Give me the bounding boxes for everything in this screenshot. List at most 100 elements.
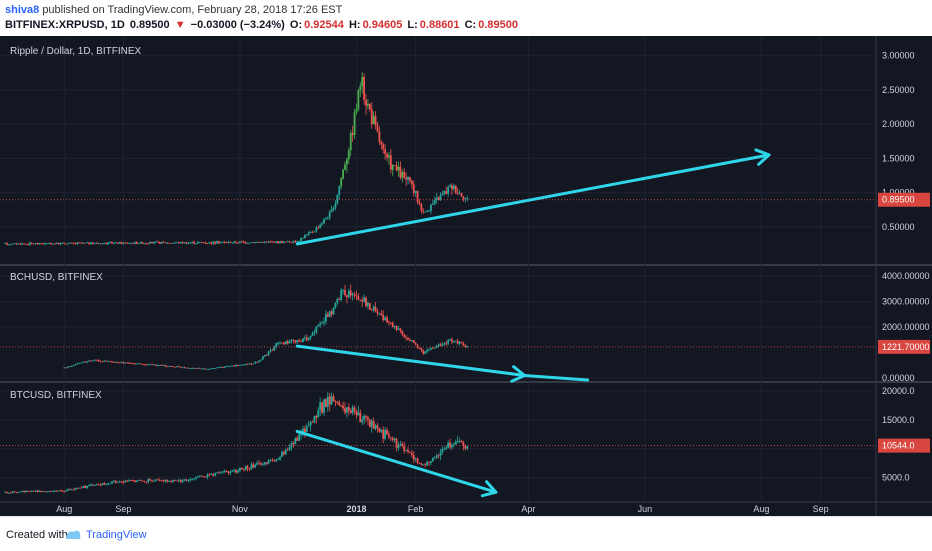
candle [69,366,71,367]
candle [254,242,257,244]
candle [250,464,253,470]
candle [229,365,232,367]
btc-pane-title: BTCUSD, BITFINEX [10,390,102,401]
candle [97,243,100,245]
candle [323,399,325,413]
price-change: −0.03000 (−3.24%) [190,19,285,31]
candle [147,243,150,245]
candle [294,240,297,243]
candle [214,368,217,369]
candle [397,445,400,448]
candle [237,365,239,366]
candle [59,242,62,245]
candle [382,315,385,321]
created-with-text: Created with [6,529,68,541]
candle [19,243,22,245]
candle [372,115,375,125]
candle [97,484,100,486]
candle [198,242,201,243]
candle [44,491,47,493]
candle [153,241,155,244]
candle [263,241,266,243]
candle [198,367,201,369]
candle [430,347,432,350]
candle [464,345,467,348]
candle [229,241,232,243]
candle [239,467,241,471]
candle [447,187,450,194]
candle [160,365,163,366]
candle [244,364,247,365]
candle [393,165,396,166]
candle [105,484,108,485]
candle [466,198,469,200]
candle [151,242,153,244]
candle [156,241,159,243]
candle [384,317,387,321]
candle [154,364,157,366]
candle [6,242,8,245]
candle [279,342,281,344]
candle [376,311,379,314]
candle [145,481,148,483]
candle [120,481,123,483]
candle [359,299,362,301]
candle [240,364,243,366]
candle [393,438,396,441]
candle [28,242,31,245]
candle [164,365,167,367]
candle [300,238,302,241]
candle [286,449,289,451]
candle [288,341,291,344]
candle [63,491,66,493]
close-label: C: [464,19,477,31]
candle [282,452,285,455]
candle [63,367,66,369]
publish-info: shiva8 published on TradingView.com, Feb… [5,4,342,16]
candle [135,363,138,365]
chart-area[interactable]: Aug Sep Nov 2018 Feb Apr Jun Aug Sep 3.00000 2.500… [0,36,932,516]
candle [261,464,264,466]
candle [162,365,165,366]
price-axis-label: 2.00000 [882,119,915,129]
candle [334,401,337,403]
candle [185,479,188,481]
candle [395,325,398,330]
candle [206,474,209,478]
candle [242,364,245,366]
candle [454,185,457,194]
candle [254,464,257,468]
candle [170,366,173,367]
candle [437,344,440,346]
candle [21,243,24,245]
price-axis-label: 2.50000 [882,85,915,95]
candle [376,425,379,428]
candle [189,368,192,369]
candle [198,475,201,478]
trend-arrow-line [295,429,498,494]
author-link[interactable]: shiva8 [5,4,40,16]
candle [279,241,281,244]
candle [27,243,29,245]
candle [452,341,455,343]
candle [303,235,306,238]
candle [233,365,236,367]
candle [204,476,207,478]
candle [143,364,146,366]
candle [260,242,262,243]
high-label: H: [348,19,361,31]
candle [464,445,467,449]
candle [260,463,262,465]
candle [183,479,186,481]
candle [296,340,299,343]
tradingview-link[interactable]: TradingView [86,529,147,541]
candle [248,468,251,470]
candle [399,166,402,178]
candle [154,479,157,481]
candle [67,489,69,491]
candle [342,169,344,179]
candle [267,460,270,464]
candle [269,350,272,352]
candle [347,290,350,298]
candle [82,485,85,488]
